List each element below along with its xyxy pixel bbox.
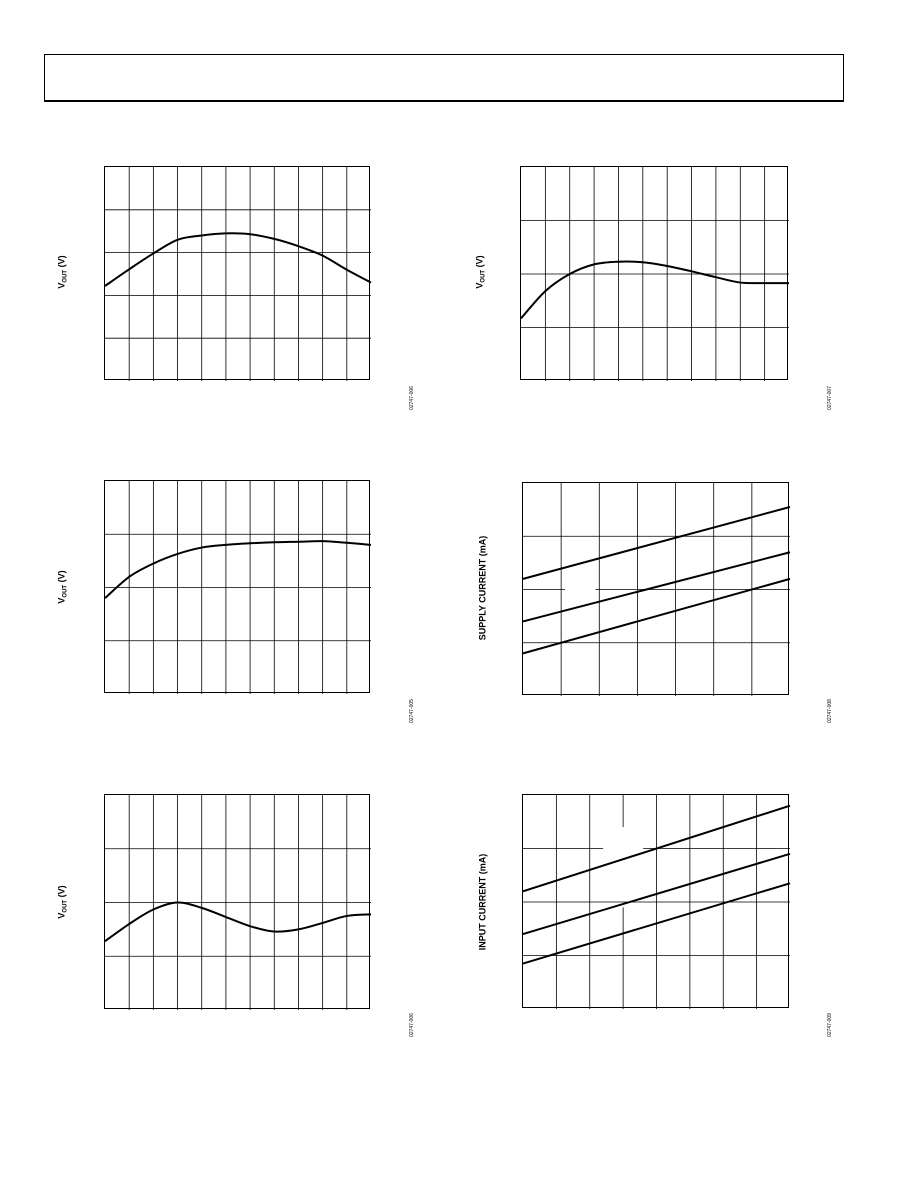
y-axis-label-main: SUPPLY CURRENT (mA) bbox=[476, 535, 487, 641]
plot-svg bbox=[520, 167, 790, 381]
figure-code: 02747-007 bbox=[826, 386, 833, 410]
series-line-2 bbox=[522, 852, 791, 936]
plot-svg bbox=[104, 481, 372, 694]
figure-code: 02747-008 bbox=[826, 699, 833, 723]
plot-area bbox=[104, 480, 372, 694]
plot-svg bbox=[522, 795, 791, 1009]
series-line-1 bbox=[520, 260, 790, 320]
y-axis-label-main: V bbox=[56, 282, 67, 289]
y-axis-label-unit: (V) bbox=[56, 885, 67, 900]
y-axis-label: SUPPLY CURRENT (mA) bbox=[477, 536, 487, 641]
figure-code: 02747-005 bbox=[408, 699, 415, 723]
y-axis-label: VOUT (V) bbox=[56, 885, 68, 918]
y-axis-label-unit: (V) bbox=[56, 570, 67, 585]
series-line-1 bbox=[522, 505, 791, 580]
y-axis-label-main: V bbox=[56, 912, 67, 919]
plot-area bbox=[104, 794, 372, 1010]
y-axis-label-unit: (V) bbox=[56, 255, 67, 270]
figure-code: 02747-006 bbox=[408, 386, 415, 410]
plot-area bbox=[522, 482, 791, 696]
y-axis-label-subscript: OUT bbox=[62, 584, 69, 598]
plot-area bbox=[104, 166, 372, 381]
series-line-1 bbox=[104, 232, 372, 287]
y-axis-label-unit: (V) bbox=[474, 255, 485, 270]
plot-svg bbox=[522, 483, 791, 696]
series-line-1 bbox=[104, 901, 372, 943]
plot-svg bbox=[104, 795, 372, 1010]
y-axis-label: VOUT (V) bbox=[56, 255, 68, 288]
series-line-3 bbox=[522, 882, 791, 965]
y-axis-label: INPUT CURRENT (mA) bbox=[477, 854, 487, 951]
y-axis-label: VOUT (V) bbox=[56, 570, 68, 603]
series-line-1 bbox=[104, 540, 372, 599]
figure-code: 02747-009 bbox=[826, 1013, 833, 1037]
page-header-box bbox=[44, 54, 844, 102]
plot-area bbox=[520, 166, 790, 381]
series-line-2 bbox=[522, 551, 791, 623]
y-axis-label-subscript: OUT bbox=[62, 269, 69, 283]
y-axis-label-main: V bbox=[474, 282, 485, 289]
plot-svg bbox=[104, 167, 372, 381]
figure-code: 02747-006 bbox=[408, 1013, 415, 1037]
y-axis-label: VOUT (V) bbox=[474, 255, 486, 288]
y-axis-label-subscript: OUT bbox=[62, 899, 69, 913]
series-line-3 bbox=[522, 577, 791, 655]
plot-area bbox=[522, 794, 791, 1009]
y-axis-label-main: V bbox=[56, 597, 67, 604]
series-line-1 bbox=[522, 804, 791, 893]
y-axis-label-subscript: OUT bbox=[480, 269, 487, 283]
y-axis-label-main: INPUT CURRENT (mA) bbox=[476, 853, 487, 951]
